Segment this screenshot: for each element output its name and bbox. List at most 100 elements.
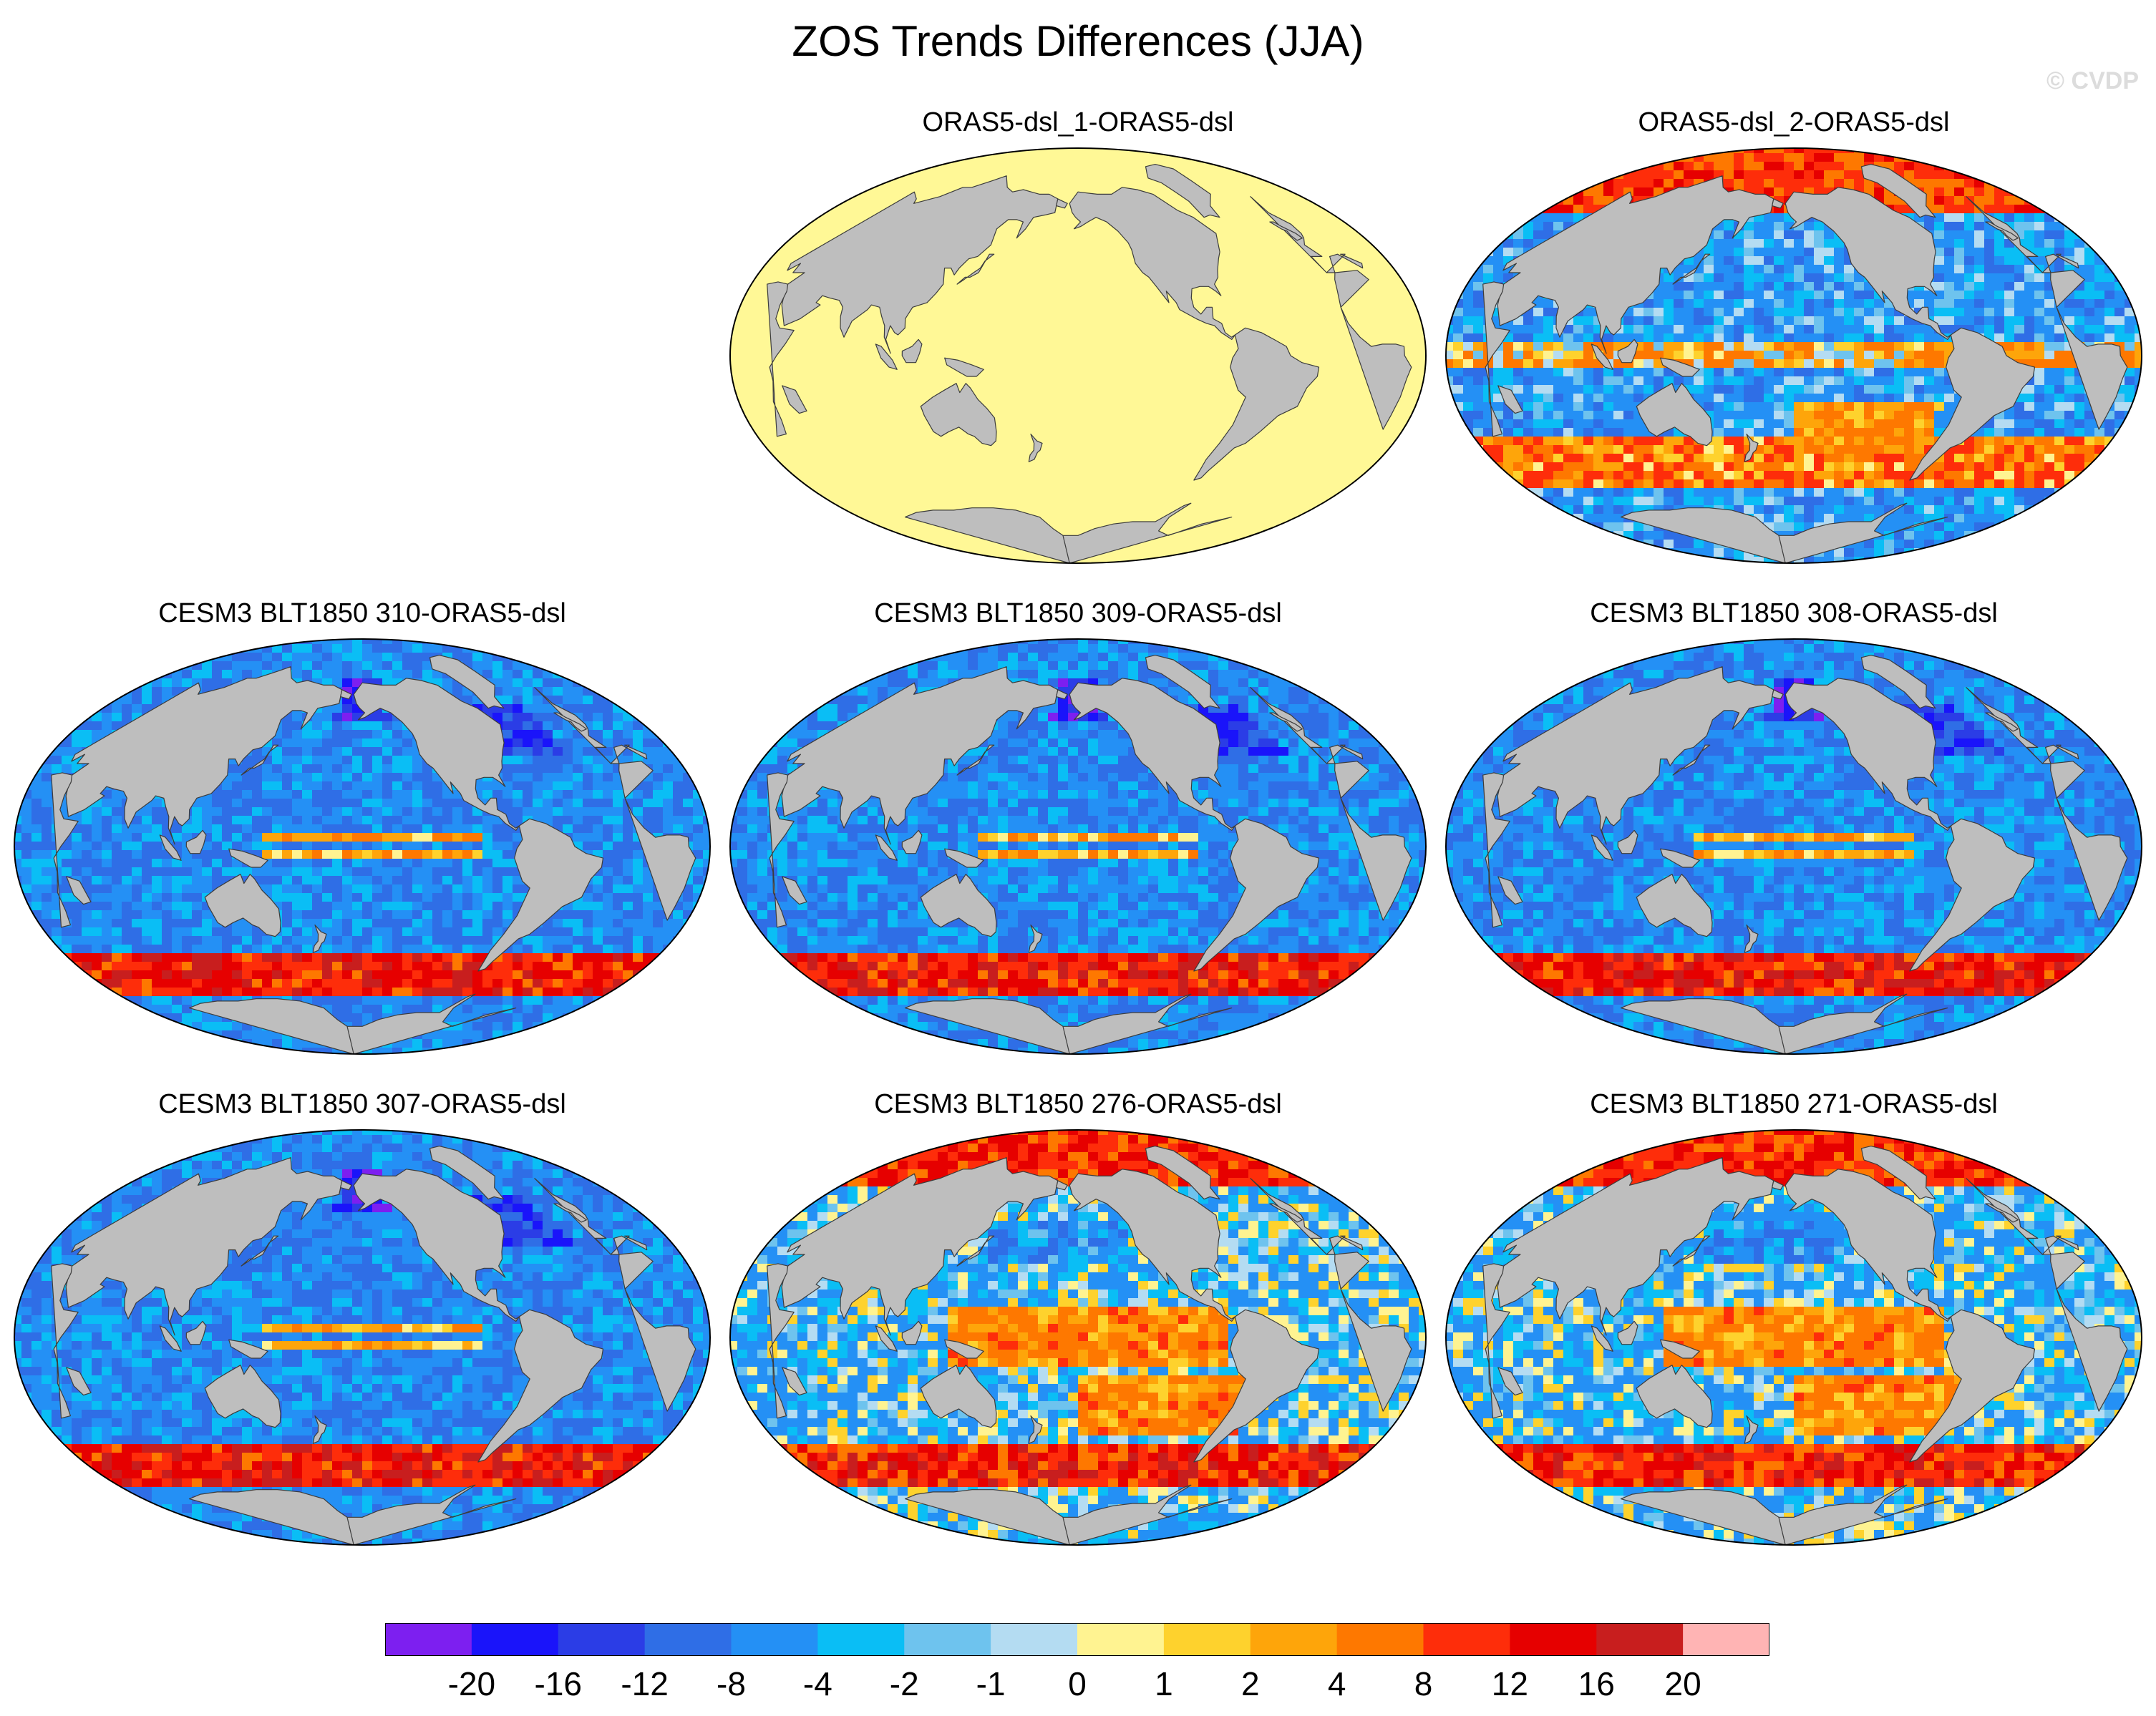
landmass-antarctica bbox=[904, 502, 1233, 563]
landmass-new-guinea bbox=[228, 1339, 268, 1359]
colorbar-label: -1 bbox=[976, 1659, 1006, 1709]
colorbar-swatch bbox=[385, 1623, 472, 1656]
landmass-north-america bbox=[1784, 678, 1951, 831]
map-svg bbox=[729, 638, 1427, 1055]
landmass-africa bbox=[1482, 270, 2128, 437]
landmass-africa bbox=[1482, 1252, 2128, 1419]
landmass-new-guinea bbox=[1660, 848, 1700, 868]
landmass-madagascar bbox=[782, 876, 807, 905]
colorbar-label: 20 bbox=[1665, 1659, 1701, 1709]
colorbar-label: 16 bbox=[1578, 1659, 1615, 1709]
landmass-australia bbox=[1636, 1365, 1713, 1428]
panel-title: CESM3 BLT1850 310-ORAS5-dsl bbox=[11, 595, 713, 631]
landmass-south-america bbox=[477, 1309, 604, 1463]
globe-outline bbox=[14, 638, 711, 1055]
globe-outline bbox=[1445, 638, 2142, 1055]
landmass-new-guinea bbox=[944, 1339, 984, 1359]
panel-title: CESM3 BLT1850 308-ORAS5-dsl bbox=[1443, 595, 2145, 631]
landmass-sumatra bbox=[875, 343, 898, 370]
landmass-japan bbox=[241, 744, 279, 776]
map-svg bbox=[729, 147, 1427, 564]
landmass-asia-dateline bbox=[1772, 1180, 1784, 1191]
landmass-japan bbox=[956, 1235, 995, 1267]
landmass-sumatra bbox=[1591, 1325, 1613, 1352]
globe-outline bbox=[1445, 147, 2142, 564]
panel-title: CESM3 BLT1850 271-ORAS5-dsl bbox=[1443, 1086, 2145, 1122]
colorbar-swatch bbox=[904, 1623, 991, 1656]
map-svg bbox=[1445, 638, 2142, 1055]
landmass-antarctica bbox=[1620, 502, 1948, 563]
panel-title: ORAS5-dsl_2-ORAS5-dsl bbox=[1443, 104, 2145, 140]
colorbar-swatch bbox=[817, 1623, 905, 1656]
globe-outline bbox=[729, 638, 1427, 1055]
landmass-new-zealand bbox=[1744, 1415, 1759, 1444]
landmass-asia-dateline bbox=[1772, 689, 1784, 700]
landmass-greenland bbox=[1145, 164, 1220, 218]
landmass-borneo bbox=[1617, 1320, 1638, 1345]
landmass-south-america bbox=[1193, 1309, 1320, 1463]
landmass-eurasia-west bbox=[781, 1157, 1364, 1336]
landmass-south-america bbox=[1909, 818, 2036, 972]
landmass-antarctica bbox=[1620, 1484, 1948, 1545]
landmass-south-america bbox=[1909, 1309, 2036, 1463]
landmass-eurasia-west bbox=[65, 666, 648, 845]
landmass-greenland bbox=[1145, 655, 1220, 709]
colorbar-swatch bbox=[558, 1623, 646, 1656]
landmass-asia-dateline bbox=[340, 1180, 352, 1191]
landmass-japan bbox=[1672, 1235, 1711, 1267]
map-panel-2: ORAS5-dsl_2-ORAS5-dsl bbox=[1443, 104, 2145, 564]
landmass-new-guinea bbox=[1660, 357, 1700, 377]
landmass-sumatra bbox=[875, 1325, 898, 1352]
landmass-antarctica bbox=[188, 993, 517, 1054]
globe-outline bbox=[14, 1129, 711, 1546]
landmass-madagascar bbox=[1497, 876, 1523, 905]
landmass-greenland bbox=[1860, 655, 1936, 709]
landmass-borneo bbox=[1617, 338, 1638, 364]
landmass-madagascar bbox=[66, 876, 92, 905]
map-panel-7: CESM3 BLT1850 276-ORAS5-dsl bbox=[727, 1086, 1429, 1546]
ocean-field bbox=[730, 148, 1426, 563]
landmass-south-america bbox=[1909, 327, 2036, 481]
landmass-asia-dateline bbox=[340, 689, 352, 700]
map-svg bbox=[14, 638, 711, 1055]
landmass-madagascar bbox=[1497, 385, 1523, 414]
landmass-eurasia-west bbox=[781, 175, 1364, 354]
landmass-australia bbox=[1636, 383, 1713, 447]
landmass-australia bbox=[920, 383, 997, 447]
landmass-north-america bbox=[1784, 187, 1951, 340]
landmass-japan bbox=[1672, 253, 1711, 285]
map-panel-6: CESM3 BLT1850 307-ORAS5-dsl bbox=[11, 1086, 713, 1546]
landmass-australia bbox=[920, 874, 997, 937]
colorbar-label: 8 bbox=[1414, 1659, 1433, 1709]
figure-title: ZOS Trends Differences (JJA) bbox=[0, 13, 2156, 70]
colorbar-labels: -20 -16 -12 -8 -4 -2 -1 0 1 2 4 8 12 16 20 bbox=[385, 1659, 1769, 1709]
landmass-north-america bbox=[353, 678, 520, 831]
colorbar-label: -16 bbox=[535, 1659, 582, 1709]
landmass-new-zealand bbox=[1028, 1415, 1043, 1444]
landmass-new-guinea bbox=[228, 848, 268, 868]
colorbar-label: 4 bbox=[1328, 1659, 1346, 1709]
landmass-japan bbox=[1672, 744, 1711, 776]
landmass-asia-dateline bbox=[1056, 1180, 1068, 1191]
landmass-north-america bbox=[1784, 1169, 1951, 1322]
landmass-africa bbox=[767, 761, 1412, 928]
landmass-sumatra bbox=[1591, 834, 1613, 861]
landmass-greenland bbox=[1860, 164, 1936, 218]
landmass-sumatra bbox=[875, 834, 898, 861]
landmass-uk bbox=[553, 712, 587, 732]
landmass-australia bbox=[204, 1365, 281, 1428]
colorbar-swatch bbox=[991, 1623, 1078, 1656]
landmass-greenland bbox=[429, 1146, 505, 1200]
panel-title: CESM3 BLT1850 309-ORAS5-dsl bbox=[727, 595, 1429, 631]
colorbar-label: 0 bbox=[1068, 1659, 1087, 1709]
colorbar-swatch bbox=[1077, 1623, 1165, 1656]
map-svg bbox=[14, 1129, 711, 1546]
globe-outline bbox=[729, 147, 1427, 564]
panel-title: CESM3 BLT1850 276-ORAS5-dsl bbox=[727, 1086, 1429, 1122]
landmass-sumatra bbox=[159, 834, 182, 861]
colorbar-label: -20 bbox=[448, 1659, 495, 1709]
landmass-antarctica bbox=[904, 1484, 1233, 1545]
landmass-north-america bbox=[1069, 1169, 1235, 1322]
landmass-south-america bbox=[1193, 818, 1320, 972]
landmass-new-zealand bbox=[1744, 434, 1759, 462]
